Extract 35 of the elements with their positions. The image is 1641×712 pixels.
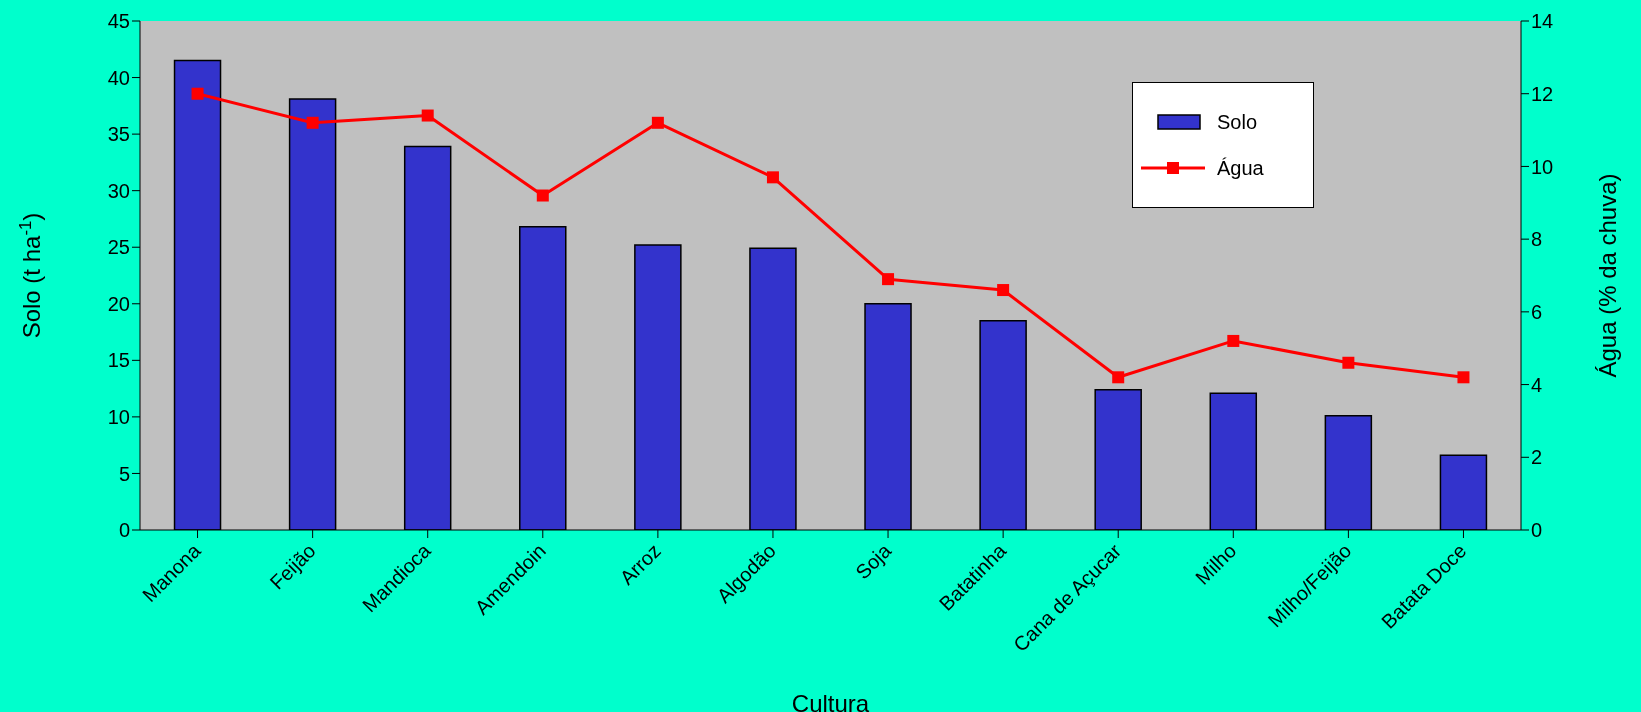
- point: [1112, 371, 1125, 384]
- point: [1342, 356, 1355, 369]
- x-tick-label: Soja: [851, 538, 896, 584]
- y-tick-label: 25: [107, 236, 130, 259]
- y2-tick-label: 4: [1531, 373, 1543, 396]
- y-tick-label: 20: [107, 292, 130, 315]
- legend-label: Água: [1217, 156, 1264, 180]
- y-tick-label: 40: [107, 66, 130, 89]
- y2-tick-label: 0: [1531, 519, 1543, 542]
- point: [421, 109, 434, 122]
- point: [766, 171, 779, 184]
- y-tick-label: 10: [107, 405, 130, 428]
- legend-label: Solo: [1217, 110, 1258, 134]
- y2-tick-label: 12: [1531, 82, 1554, 105]
- point: [1227, 334, 1240, 347]
- point: [1457, 371, 1470, 384]
- x-axis-title: Cultura: [791, 690, 870, 712]
- point: [191, 87, 204, 100]
- y2-tick-label: 14: [1531, 10, 1554, 33]
- y-tick-label: 30: [107, 179, 130, 202]
- point: [997, 284, 1010, 297]
- y2-tick-label: 8: [1531, 228, 1543, 251]
- y2-axis-title: Água (% da chuva): [1594, 173, 1621, 378]
- point: [536, 189, 549, 202]
- y-tick-label: 15: [107, 349, 130, 372]
- y-tick-label: 0: [118, 519, 130, 542]
- point: [306, 116, 319, 129]
- y2-tick-label: 2: [1531, 446, 1543, 469]
- point: [882, 273, 895, 286]
- y-tick-label: 45: [107, 10, 130, 33]
- y-tick-label: 5: [118, 462, 130, 485]
- y2-tick-label: 10: [1531, 155, 1554, 178]
- y2-tick-label: 6: [1531, 300, 1543, 323]
- y-tick-label: 35: [107, 123, 130, 146]
- point: [651, 116, 664, 129]
